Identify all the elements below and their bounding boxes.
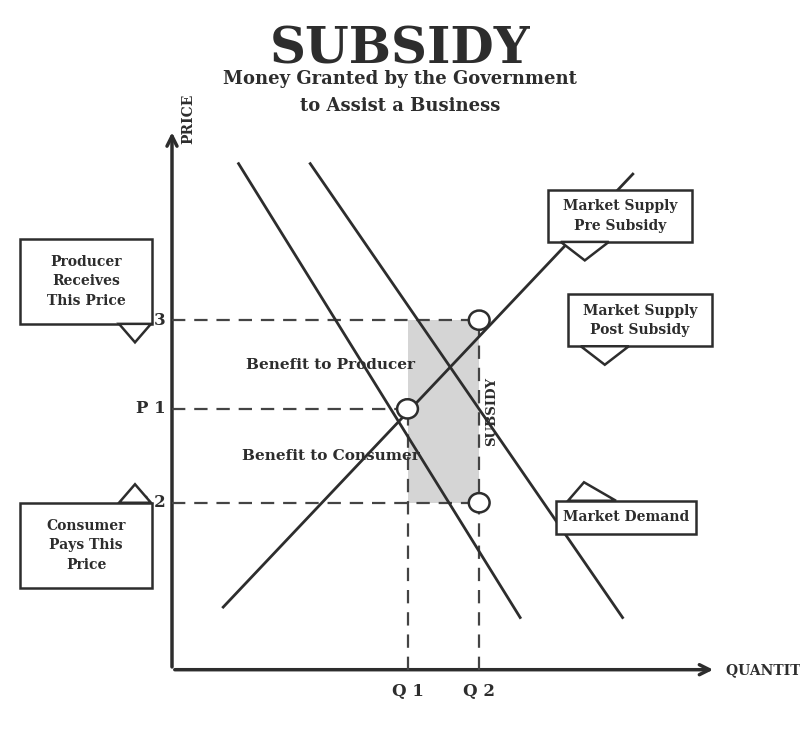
Text: Q 1: Q 1 — [391, 683, 423, 700]
Text: Money Granted by the Government
to Assist a Business: Money Granted by the Government to Assis… — [223, 70, 577, 115]
Text: Market Supply
Post Subsidy: Market Supply Post Subsidy — [582, 303, 698, 337]
Polygon shape — [568, 482, 616, 501]
Polygon shape — [119, 324, 151, 343]
Text: Benefit to Producer: Benefit to Producer — [246, 357, 415, 371]
FancyBboxPatch shape — [20, 239, 152, 324]
Circle shape — [397, 399, 418, 418]
Text: SUBSIDY: SUBSIDY — [270, 26, 530, 75]
Bar — [407, 320, 479, 502]
Text: Producer
Receives
This Price: Producer Receives This Price — [46, 255, 126, 308]
Circle shape — [469, 311, 490, 330]
FancyBboxPatch shape — [548, 190, 692, 242]
Text: P 3: P 3 — [136, 312, 166, 329]
Text: Q 2: Q 2 — [463, 683, 495, 700]
Circle shape — [469, 493, 490, 512]
Polygon shape — [119, 484, 151, 502]
Text: PRICE: PRICE — [182, 94, 195, 144]
Text: Market Supply
Pre Subsidy: Market Supply Pre Subsidy — [562, 199, 678, 233]
Text: Market Demand: Market Demand — [563, 511, 689, 525]
FancyBboxPatch shape — [568, 295, 712, 346]
Text: SUBSIDY: SUBSIDY — [486, 377, 498, 446]
Polygon shape — [581, 346, 629, 365]
FancyBboxPatch shape — [20, 502, 152, 588]
Text: QUANTITY / OUTPUT: QUANTITY / OUTPUT — [726, 663, 800, 676]
Text: P 2: P 2 — [136, 494, 166, 511]
Text: Benefit to Consumer: Benefit to Consumer — [242, 448, 419, 462]
Text: P 1: P 1 — [136, 400, 166, 417]
FancyBboxPatch shape — [556, 501, 696, 534]
Polygon shape — [561, 242, 609, 260]
Text: Consumer
Pays This
Price: Consumer Pays This Price — [46, 519, 126, 572]
